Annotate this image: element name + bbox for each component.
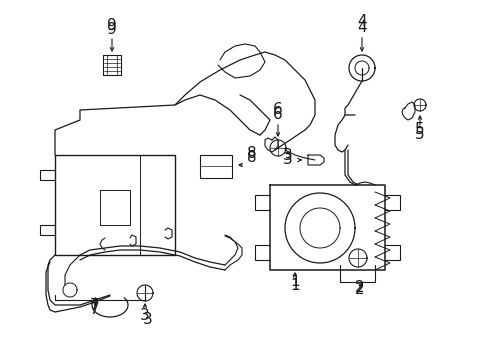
Text: 3: 3 [140, 309, 149, 324]
Text: 3: 3 [283, 148, 292, 163]
Text: 6: 6 [273, 103, 282, 117]
Text: 2: 2 [354, 280, 364, 296]
Text: 1: 1 [289, 278, 299, 292]
Text: 4: 4 [356, 14, 366, 30]
Text: 3: 3 [283, 153, 292, 167]
Text: 1: 1 [289, 274, 299, 289]
Text: 9: 9 [107, 18, 117, 33]
Text: 5: 5 [414, 122, 424, 138]
Text: 6: 6 [273, 108, 282, 122]
Text: 4: 4 [356, 21, 366, 36]
Text: 7: 7 [90, 302, 100, 318]
Text: 7: 7 [90, 298, 100, 314]
Text: 2: 2 [354, 283, 364, 297]
Text: 8: 8 [246, 150, 256, 166]
Text: 8: 8 [246, 147, 256, 162]
Text: 3: 3 [143, 312, 153, 328]
Text: 5: 5 [414, 127, 424, 143]
Text: 9: 9 [107, 22, 117, 37]
